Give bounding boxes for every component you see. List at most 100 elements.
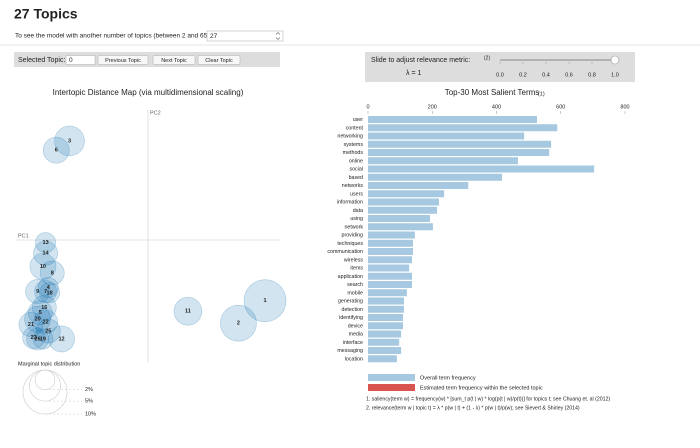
bar[interactable] xyxy=(368,173,502,181)
term-label: information xyxy=(337,200,363,206)
topic-circle[interactable] xyxy=(33,240,58,266)
topic-label: 12 xyxy=(58,336,64,342)
slider-tick-label: 1.0 xyxy=(611,72,619,78)
bar[interactable] xyxy=(368,355,397,363)
topic-circle[interactable] xyxy=(25,279,50,304)
bar[interactable] xyxy=(368,116,537,123)
topic-circle[interactable] xyxy=(173,297,203,326)
topic-circle[interactable] xyxy=(26,327,49,351)
term-label: users xyxy=(350,191,363,197)
topic-count-value: 27 xyxy=(210,33,218,40)
topic-circle[interactable] xyxy=(35,318,61,344)
topic-circle[interactable] xyxy=(48,325,75,353)
page-title: 27 Topics xyxy=(14,6,78,22)
topic-circle[interactable] xyxy=(220,304,257,342)
button[interactable] xyxy=(197,55,241,65)
topic-circle[interactable] xyxy=(39,282,60,304)
button-label: Next Topic xyxy=(161,58,187,64)
selected-topic-input[interactable] xyxy=(65,55,96,65)
topic-circle[interactable] xyxy=(32,328,54,350)
term-label: providing xyxy=(342,233,364,239)
bar[interactable] xyxy=(368,305,404,313)
term-label: media xyxy=(349,332,363,338)
bar[interactable] xyxy=(368,215,431,222)
term-label: items xyxy=(350,266,363,272)
bar[interactable] xyxy=(368,140,552,148)
bar-title: Top-30 Most Salient Terms xyxy=(445,88,540,97)
x-tick-label: 400 xyxy=(492,104,501,110)
term-label: interface xyxy=(343,340,363,346)
bar[interactable] xyxy=(368,231,415,239)
bar[interactable] xyxy=(368,206,438,214)
legend-swatch xyxy=(368,374,415,381)
spinner[interactable] xyxy=(275,32,281,40)
term-label: wireless xyxy=(344,257,363,263)
topic-circle[interactable] xyxy=(29,253,57,280)
button-label: Previous Topic xyxy=(105,58,141,64)
term-label: identifying xyxy=(339,315,363,321)
bar[interactable] xyxy=(368,281,413,288)
slider-note: (2) xyxy=(484,55,490,61)
term-label: application xyxy=(338,274,363,280)
bar[interactable] xyxy=(368,330,402,338)
term-label: communication xyxy=(327,249,363,255)
size-legend-circle xyxy=(29,369,61,402)
bar[interactable] xyxy=(368,132,525,140)
bar[interactable] xyxy=(368,165,595,173)
bar[interactable] xyxy=(368,124,558,132)
topic-circle[interactable] xyxy=(54,125,85,157)
bar[interactable] xyxy=(368,297,404,305)
bar[interactable] xyxy=(368,157,519,165)
topic-circle[interactable] xyxy=(35,232,56,254)
topic-label: 9 xyxy=(36,289,39,295)
bar[interactable] xyxy=(368,347,402,354)
topic-circle[interactable] xyxy=(34,280,57,303)
slider-thumb[interactable] xyxy=(610,55,620,65)
lambda-label: λ = 1 xyxy=(406,70,421,77)
bar[interactable] xyxy=(368,338,400,346)
pc1-label: PC1 xyxy=(18,233,29,239)
bar[interactable] xyxy=(368,149,550,156)
bar[interactable] xyxy=(368,314,404,321)
bar[interactable] xyxy=(368,289,407,297)
bar[interactable] xyxy=(368,182,469,189)
bar[interactable] xyxy=(368,239,413,247)
topic-circle[interactable] xyxy=(27,300,53,325)
topic-circle[interactable] xyxy=(42,136,70,164)
topic-label: 6 xyxy=(55,148,58,154)
topic-circle[interactable] xyxy=(22,326,45,349)
x-tick-label: 0 xyxy=(366,104,369,110)
bar[interactable] xyxy=(368,198,439,206)
topic-circle[interactable] xyxy=(37,277,59,298)
button[interactable] xyxy=(152,55,196,65)
topic-circle[interactable] xyxy=(18,312,44,337)
topic-circle[interactable] xyxy=(24,305,51,333)
term-label: detection xyxy=(342,307,364,313)
term-label: mobile xyxy=(347,290,363,296)
topic-circle[interactable] xyxy=(33,309,58,335)
topic-label: 14 xyxy=(43,251,50,257)
bar[interactable] xyxy=(368,256,413,264)
topic-circle[interactable] xyxy=(39,260,65,286)
bar[interactable] xyxy=(368,248,413,255)
topic-circle[interactable] xyxy=(31,294,57,320)
topic-circle[interactable] xyxy=(243,279,287,323)
topic-label: 23 xyxy=(31,335,37,341)
topic-count-input[interactable] xyxy=(206,30,284,42)
bar[interactable] xyxy=(368,223,433,231)
bar[interactable] xyxy=(368,322,404,330)
term-label: based xyxy=(349,175,363,181)
bar[interactable] xyxy=(368,272,413,280)
bar[interactable] xyxy=(368,190,445,198)
topic-label: 16 xyxy=(41,305,47,311)
topic-label: 10 xyxy=(40,264,46,270)
term-label: systems xyxy=(344,142,364,148)
term-label: network xyxy=(344,224,363,230)
slider-tick-label: 0.4 xyxy=(542,72,550,78)
slider-tick-label: 0.8 xyxy=(588,72,596,78)
relevance-controls xyxy=(365,52,635,82)
bar[interactable] xyxy=(368,264,410,272)
slider-tick-label: 0.0 xyxy=(496,72,504,78)
term-label: networks xyxy=(342,183,364,189)
button[interactable] xyxy=(97,55,149,65)
